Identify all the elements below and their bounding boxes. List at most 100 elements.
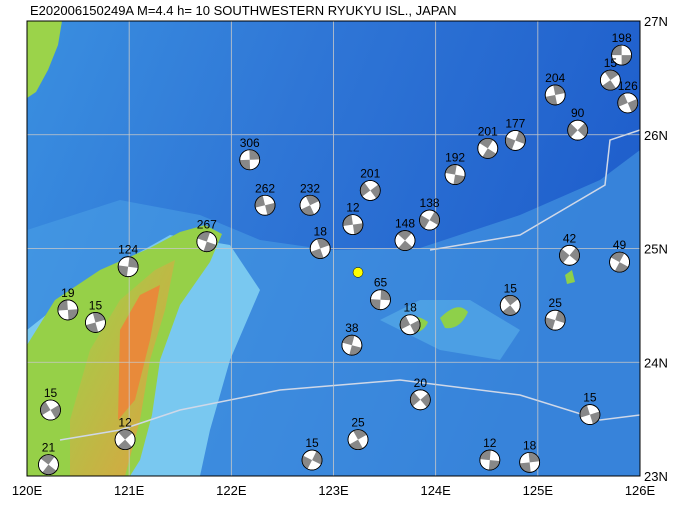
depth-label: 65 — [374, 276, 388, 290]
map-frame — [26, 20, 641, 477]
focal-mechanism — [599, 69, 621, 91]
focal-mechanism — [477, 137, 499, 159]
beachball-quadrant — [349, 439, 363, 450]
beachball-quadrant — [420, 393, 431, 408]
depth-label: 38 — [345, 321, 359, 335]
focal-mechanism — [114, 429, 136, 451]
focal-mechanism — [544, 84, 566, 106]
lat-tick-label: 23N — [644, 469, 668, 484]
beachball-quadrant — [621, 55, 632, 66]
depth-label: 267 — [197, 218, 217, 232]
depth-label: 306 — [240, 136, 260, 150]
depth-label: 138 — [420, 196, 440, 210]
beachball-quadrant — [255, 195, 266, 208]
depth-label: 12 — [346, 201, 360, 215]
focal-mechanism — [254, 194, 276, 216]
beachball-quadrant — [300, 205, 315, 216]
beachball-quadrant — [569, 247, 580, 262]
focal-mechanism — [409, 389, 431, 411]
beachball-quadrant — [40, 401, 51, 416]
beachball-quadrant — [482, 148, 497, 159]
beachball-rim — [359, 180, 381, 201]
beachball-rim — [617, 92, 639, 114]
depth-label: 15 — [504, 281, 518, 295]
focal-mechanism — [309, 238, 331, 259]
beachball-quadrant — [360, 182, 371, 197]
beachball-rim — [117, 256, 139, 278]
beachball-rim — [504, 130, 526, 151]
beachball-quadrant — [305, 195, 320, 206]
beachball-quadrant — [128, 256, 139, 268]
lat-tick-label: 27N — [644, 14, 668, 29]
beachball-rim — [196, 231, 218, 253]
beachball-quadrant — [453, 174, 465, 185]
beachball-quadrant — [40, 454, 55, 465]
depth-label: 201 — [360, 166, 380, 180]
focal-mechanism — [559, 244, 580, 266]
beachball-quadrant — [553, 84, 566, 95]
focal-mechanism — [57, 299, 79, 321]
depth-label: 15 — [44, 386, 58, 400]
depth-label: 20 — [414, 376, 428, 390]
depth-label: 126 — [618, 79, 638, 93]
depth-label: 262 — [255, 181, 275, 195]
beachball-quadrant — [67, 309, 78, 320]
beachball-rim — [477, 137, 499, 159]
beachball-rim — [299, 194, 321, 216]
depth-label: 18 — [314, 225, 328, 239]
beachball-quadrant — [302, 455, 313, 470]
focal-mechanism — [359, 180, 381, 201]
focal-mechanism — [85, 312, 106, 333]
depth-label: 18 — [523, 438, 537, 452]
beachball-quadrant — [577, 123, 588, 138]
beachball-quadrant — [614, 262, 629, 273]
lon-tick-label: 124E — [420, 483, 451, 498]
depth-label: 204 — [545, 71, 565, 85]
depth-label: 192 — [445, 151, 465, 165]
beachball-rim — [114, 429, 136, 451]
beachball-rim — [499, 294, 521, 316]
beachball-rim — [40, 399, 61, 421]
focal-mechanism — [444, 164, 466, 185]
beachball-quadrant — [118, 429, 133, 440]
lon-tick-label: 121E — [114, 483, 145, 498]
beachball-quadrant — [611, 45, 622, 56]
beachball-rim — [399, 314, 421, 336]
beachball-quadrant — [419, 214, 430, 229]
focal-mechanism — [479, 449, 501, 471]
focal-mechanism — [399, 314, 421, 336]
depth-label: 90 — [571, 106, 585, 120]
focal-mechanism — [419, 209, 440, 231]
depth-label: 12 — [118, 416, 132, 430]
map-title: E202006150249A M=4.4 h= 10 SOUTHWESTERN … — [30, 3, 457, 18]
beachball-rim — [85, 312, 106, 333]
beachball-rim — [409, 389, 431, 411]
beachball-quadrant — [118, 265, 129, 277]
beachball-quadrant — [370, 299, 381, 310]
beachball-quadrant — [370, 184, 381, 199]
beachball-quadrant — [42, 464, 57, 475]
focal-mechanism — [40, 399, 61, 421]
beachball-quadrant — [545, 94, 558, 105]
beachball-quadrant — [400, 315, 411, 330]
lon-tick-label: 126E — [625, 483, 656, 498]
beachball-rim — [309, 238, 331, 259]
beachball-quadrant — [380, 289, 391, 301]
focal-mechanism — [196, 231, 218, 253]
beachball-rim — [544, 84, 566, 106]
focal-mechanism — [567, 119, 589, 141]
beachball-rim — [544, 309, 566, 331]
depth-label: 15 — [305, 436, 319, 450]
focal-mechanism — [301, 449, 323, 471]
focal-mechanism — [239, 149, 261, 171]
lat-tick-label: 26N — [644, 128, 668, 143]
focal-mechanism — [499, 294, 521, 316]
beachball-quadrant — [312, 451, 323, 465]
beachball-quadrant — [528, 452, 540, 463]
depth-label: 25 — [351, 416, 365, 430]
beachball-quadrant — [117, 439, 132, 450]
beachball-quadrant — [559, 248, 570, 263]
depth-label: 49 — [613, 238, 627, 252]
